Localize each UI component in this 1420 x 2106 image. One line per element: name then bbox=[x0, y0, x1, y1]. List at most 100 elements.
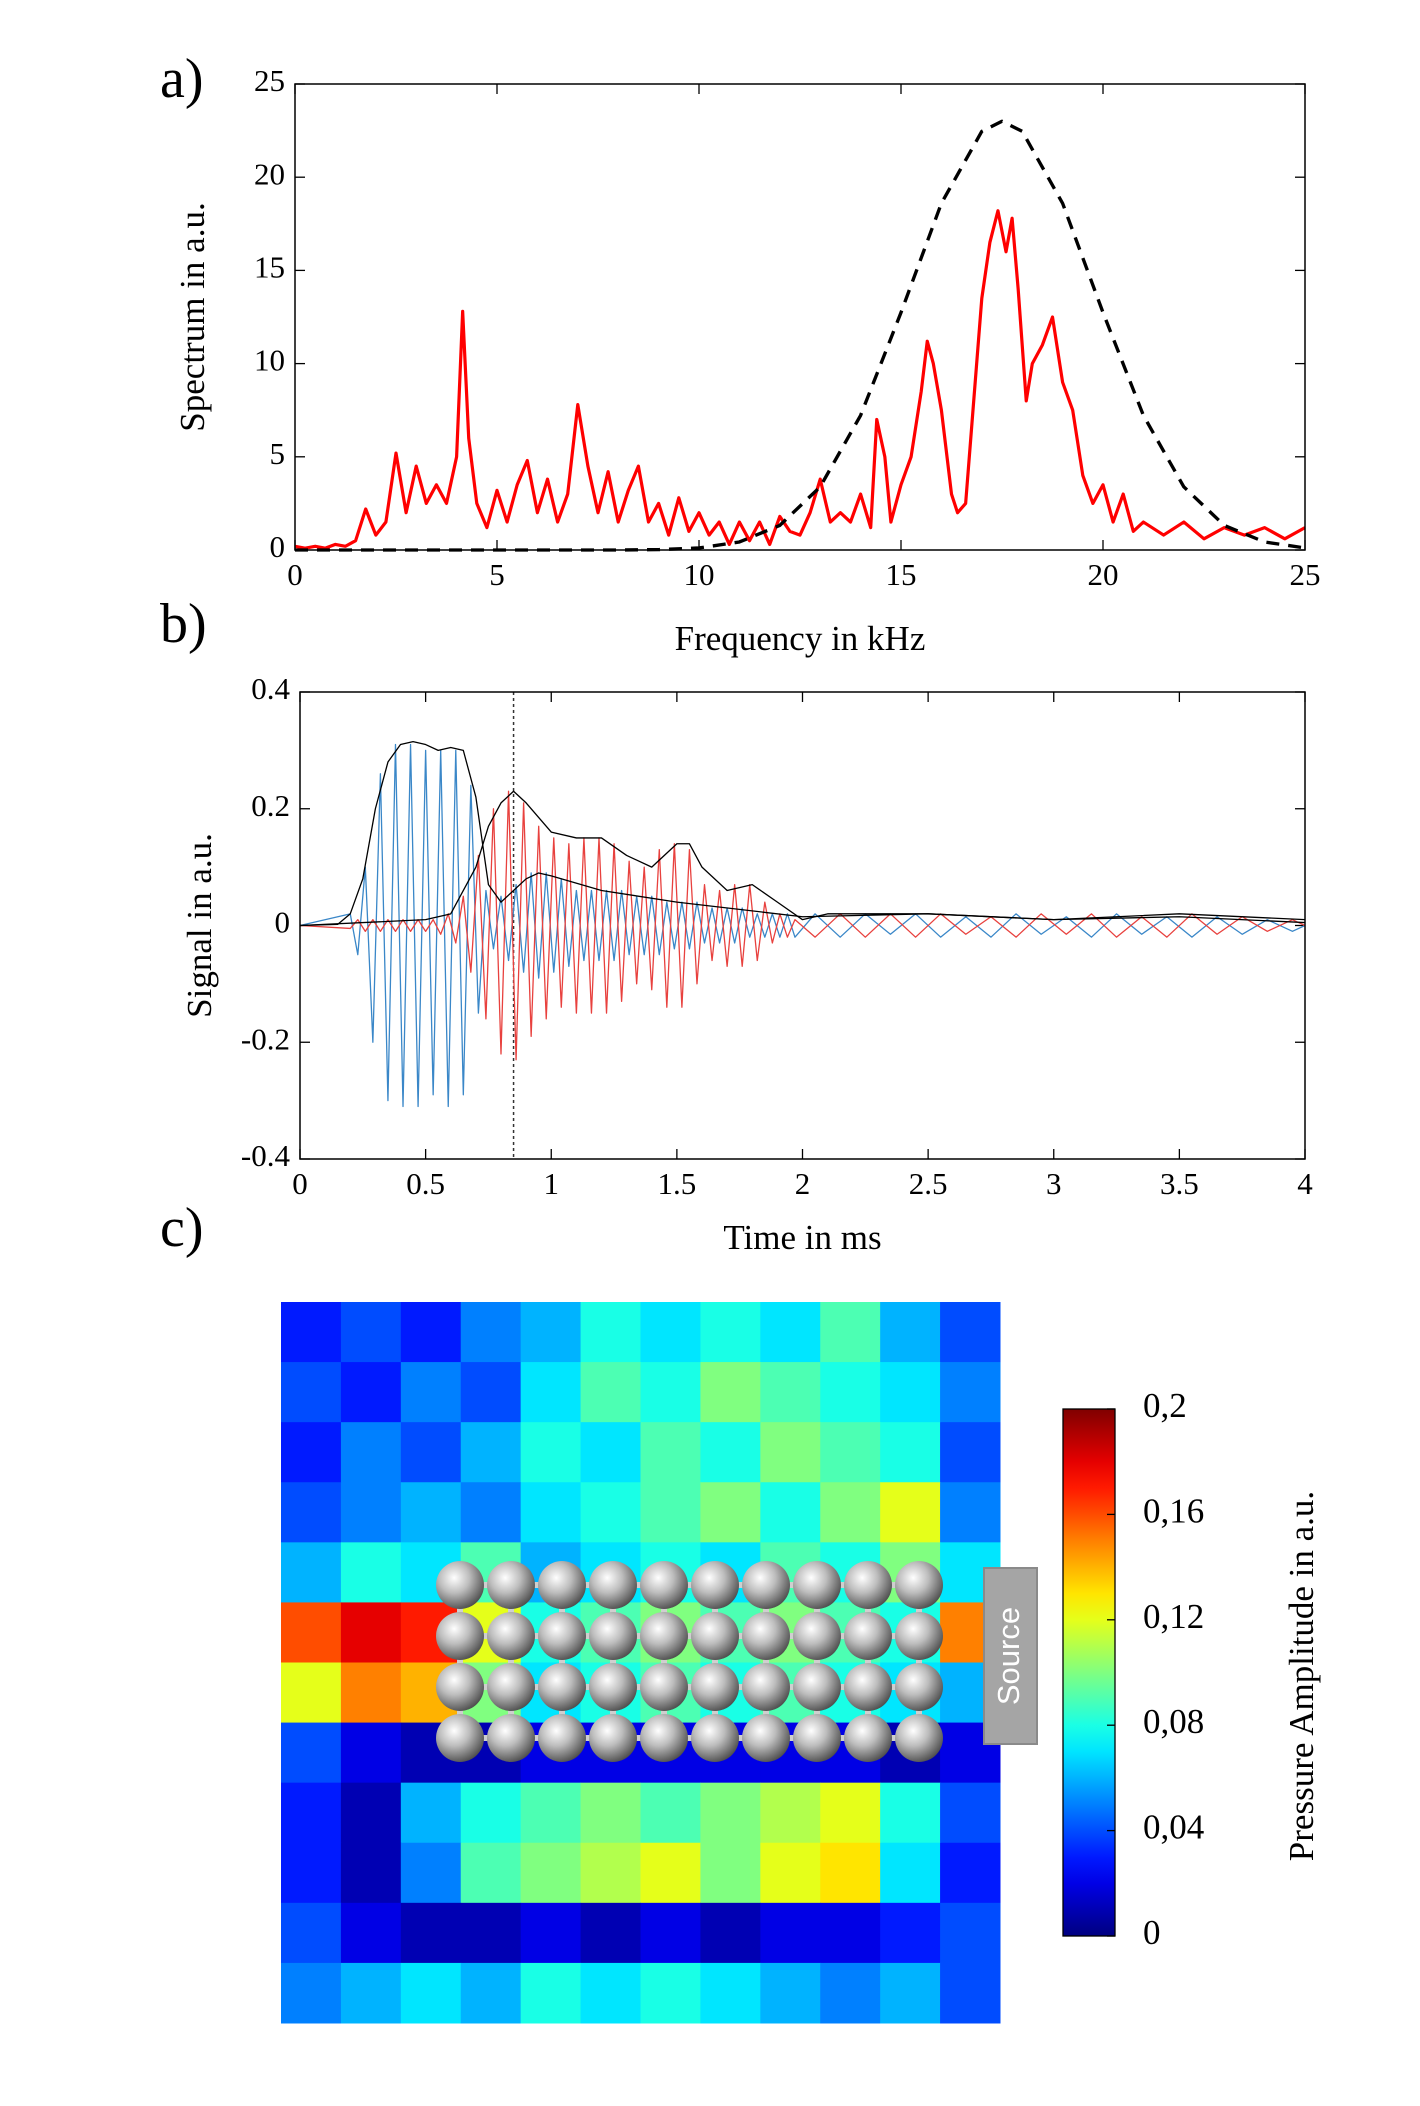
x-tick-label: 15 bbox=[886, 557, 917, 592]
sphere bbox=[640, 1561, 688, 1609]
connector bbox=[562, 1684, 613, 1690]
x-tick-label: 20 bbox=[1088, 557, 1119, 592]
connector bbox=[661, 1687, 667, 1738]
colorbar-tick-label: 0,12 bbox=[1143, 1597, 1204, 1636]
heatmap-cell bbox=[640, 1902, 701, 1964]
connector bbox=[460, 1735, 511, 1741]
sphere bbox=[538, 1612, 586, 1660]
heatmap-cell bbox=[940, 1842, 1001, 1904]
connector bbox=[712, 1687, 718, 1738]
sphere bbox=[691, 1561, 739, 1609]
heatmap-cell bbox=[340, 1482, 402, 1543]
connector bbox=[868, 1633, 919, 1639]
sphere bbox=[895, 1561, 943, 1609]
sphere bbox=[844, 1714, 892, 1762]
x-tick-label: 10 bbox=[684, 557, 715, 592]
connector bbox=[766, 1684, 817, 1690]
heatmap-cell bbox=[520, 1422, 582, 1483]
sphere bbox=[691, 1612, 739, 1660]
heatmap-cell bbox=[640, 1302, 701, 1363]
heatmap-cell bbox=[281, 1662, 342, 1724]
heatmap-cell bbox=[940, 1962, 1001, 2024]
connector bbox=[865, 1585, 871, 1636]
x-axis-label: Frequency in kHz bbox=[675, 619, 926, 658]
sphere bbox=[742, 1663, 790, 1711]
plot-area bbox=[295, 84, 1305, 550]
sphere bbox=[589, 1714, 637, 1762]
heatmap-cell bbox=[760, 1962, 821, 2024]
heatmap-cell bbox=[340, 1782, 402, 1844]
heatmap-cell bbox=[340, 1962, 402, 2024]
sphere bbox=[793, 1561, 841, 1609]
sphere bbox=[436, 1561, 484, 1609]
connector bbox=[613, 1684, 664, 1690]
connector bbox=[664, 1633, 715, 1639]
panel-label: c) bbox=[160, 1197, 204, 1259]
connector bbox=[661, 1636, 667, 1687]
heatmap-cell bbox=[400, 1962, 462, 2024]
y-tick-label: -0.4 bbox=[241, 1138, 291, 1173]
heatmap-cell bbox=[760, 1902, 821, 1964]
y-axis-label: Signal in a.u. bbox=[180, 833, 219, 1018]
heatmap-cell bbox=[820, 1842, 881, 1904]
connector bbox=[562, 1735, 613, 1741]
connector bbox=[916, 1687, 922, 1738]
y-tick-label: 25 bbox=[254, 63, 285, 98]
heatmap-cell bbox=[340, 1302, 402, 1363]
heatmap-cell bbox=[340, 1902, 402, 1964]
heatmap-cell bbox=[820, 1902, 881, 1964]
sphere bbox=[538, 1663, 586, 1711]
connector bbox=[766, 1735, 817, 1741]
connector bbox=[715, 1633, 766, 1639]
connector bbox=[511, 1582, 562, 1588]
sphere bbox=[487, 1612, 535, 1660]
connector bbox=[610, 1636, 616, 1687]
heatmap-cell bbox=[340, 1722, 402, 1784]
heatmap-cell bbox=[460, 1962, 522, 2024]
heatmap-cell bbox=[880, 1782, 941, 1844]
colorbar bbox=[1062, 1408, 1116, 1937]
heatmap-cell bbox=[580, 1482, 641, 1543]
y-tick-label: 20 bbox=[254, 156, 285, 191]
connector bbox=[712, 1585, 718, 1636]
heatmap-cell bbox=[281, 1962, 342, 2024]
connector bbox=[916, 1585, 922, 1636]
heatmap-cell bbox=[700, 1962, 761, 2024]
connector bbox=[715, 1684, 766, 1690]
x-tick-label: 2 bbox=[795, 1166, 811, 1201]
heatmap-cell bbox=[580, 1962, 641, 2024]
sphere bbox=[538, 1714, 586, 1762]
x-axis-label: Time in ms bbox=[723, 1218, 881, 1257]
heatmap-cell bbox=[700, 1422, 761, 1483]
heatmap-cell bbox=[700, 1842, 761, 1904]
connector bbox=[817, 1684, 868, 1690]
x-tick-label: 2.5 bbox=[909, 1166, 948, 1201]
heatmap-cell bbox=[940, 1302, 1001, 1363]
connector bbox=[763, 1585, 769, 1636]
heatmap-cell bbox=[820, 1962, 881, 2024]
heatmap-cell bbox=[281, 1722, 342, 1784]
connector bbox=[868, 1582, 919, 1588]
connector bbox=[460, 1684, 511, 1690]
y-tick-label: 0 bbox=[275, 905, 291, 940]
heatmap-cell bbox=[580, 1902, 641, 1964]
sphere bbox=[691, 1714, 739, 1762]
heatmap-cell bbox=[520, 1962, 582, 2024]
heatmap-cell bbox=[700, 1902, 761, 1964]
heatmap-cell bbox=[460, 1902, 522, 1964]
x-tick-label: 0 bbox=[292, 1166, 308, 1201]
connector bbox=[664, 1735, 715, 1741]
sphere bbox=[640, 1612, 688, 1660]
heatmap-cell bbox=[940, 1902, 1001, 1964]
heatmap-cell bbox=[340, 1842, 402, 1904]
heatmap-cell bbox=[281, 1302, 342, 1363]
panel-label: a) bbox=[160, 48, 204, 110]
connector bbox=[562, 1633, 613, 1639]
sphere bbox=[742, 1612, 790, 1660]
heatmap-cell bbox=[940, 1422, 1001, 1483]
heatmap-cell bbox=[700, 1302, 761, 1363]
sphere bbox=[487, 1663, 535, 1711]
heatmap-cell bbox=[460, 1422, 522, 1483]
connector bbox=[511, 1633, 562, 1639]
heatmap-cell bbox=[281, 1782, 342, 1844]
